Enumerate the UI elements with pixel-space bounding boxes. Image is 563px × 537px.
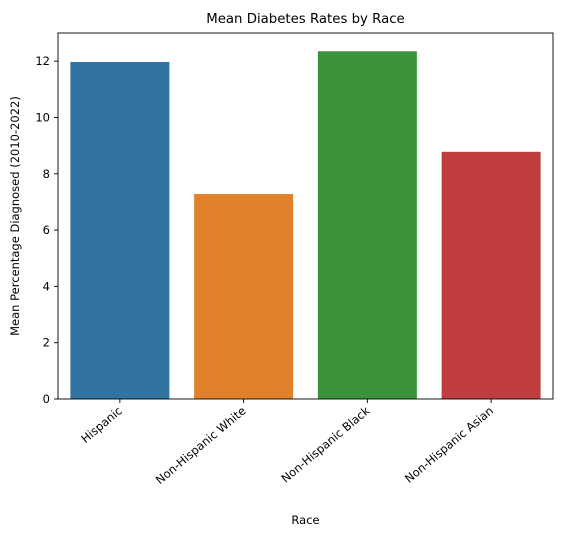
bars-group bbox=[70, 51, 541, 400]
y-tick-label: 0 bbox=[43, 392, 50, 406]
x-axis: Hispanic Non-Hispanic White Non-Hispanic B… bbox=[78, 399, 496, 487]
x-tick-label: Hispanic bbox=[78, 404, 125, 446]
bar-non-hispanic-white bbox=[194, 194, 294, 399]
y-tick-label: 2 bbox=[43, 336, 50, 350]
bar-hispanic bbox=[70, 61, 170, 399]
y-tick-label: 6 bbox=[43, 223, 50, 237]
plot-frame bbox=[57, 32, 554, 400]
y-tick-label: 12 bbox=[35, 54, 50, 68]
x-tick-label: Non-Hispanic Asian bbox=[402, 404, 496, 486]
x-tick-label: Non-Hispanic White bbox=[153, 404, 249, 487]
x-axis-label: Race bbox=[291, 513, 319, 527]
y-axis: 0 2 4 6 8 10 12 bbox=[35, 54, 58, 406]
chart-title: Mean Diabetes Rates by Race bbox=[206, 12, 404, 27]
y-axis-label: Mean Percentage Diagnosed (2010-2022) bbox=[8, 96, 22, 336]
y-tick-label: 4 bbox=[43, 279, 50, 293]
y-tick-label: 8 bbox=[43, 167, 50, 181]
x-tick-label: Non-Hispanic Black bbox=[278, 403, 372, 485]
bar-non-hispanic-asian bbox=[441, 151, 541, 399]
bar-non-hispanic-black bbox=[317, 51, 417, 400]
y-tick-label: 10 bbox=[35, 110, 50, 124]
